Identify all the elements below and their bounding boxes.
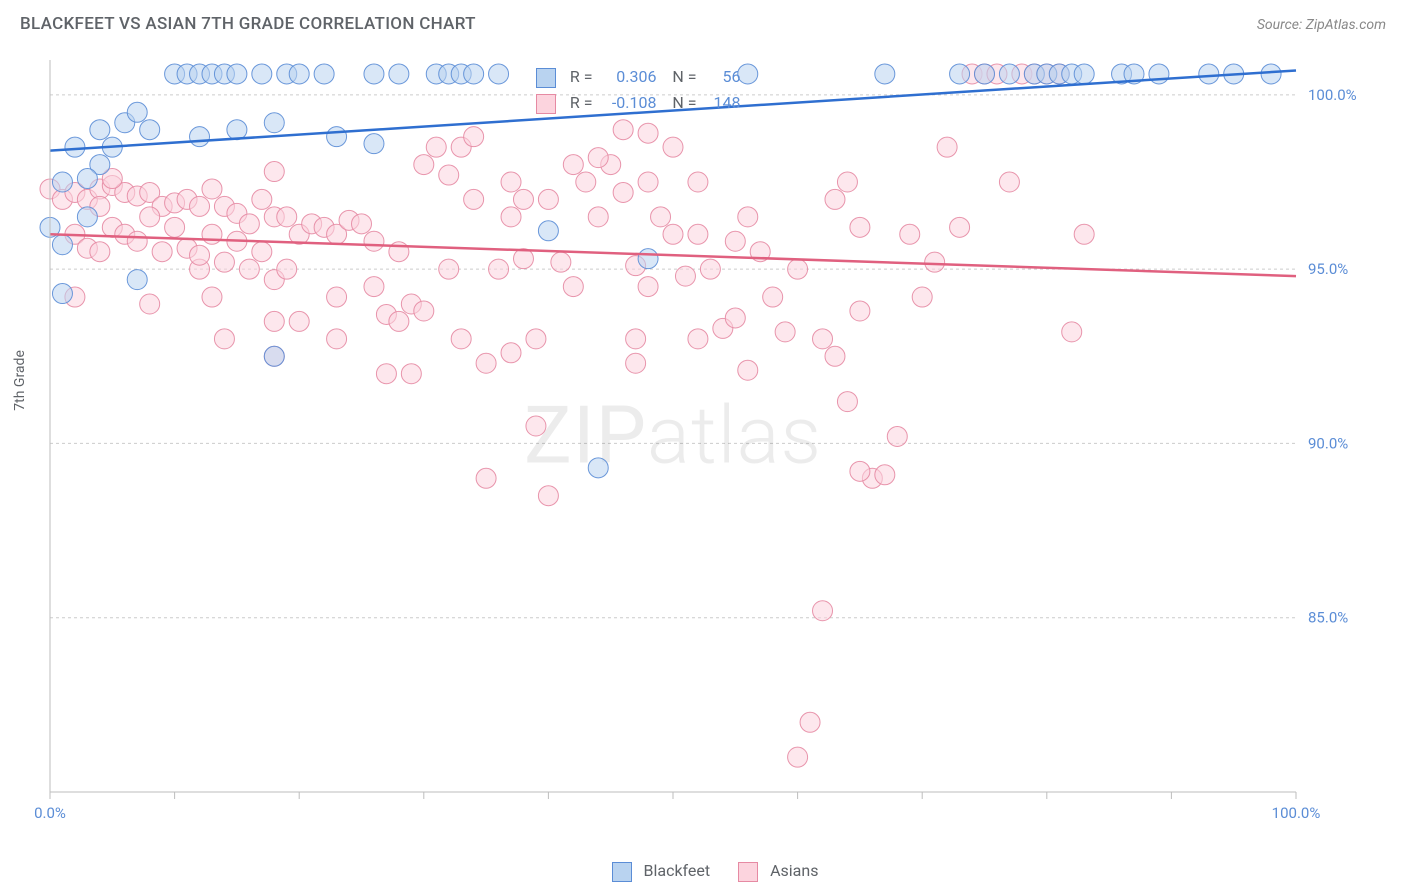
scatter-plot: 85.0% 90.0% 95.0% 100.0% ZIPatlas 0.0% 100.0% (20, 50, 1386, 832)
svg-text:100.0%: 100.0% (1272, 804, 1321, 822)
source-label: Source: ZipAtlas.com (1257, 17, 1386, 33)
svg-text:90.0%: 90.0% (1308, 434, 1348, 452)
r-label: R = (570, 93, 593, 112)
svg-text:85.0%: 85.0% (1308, 609, 1348, 627)
chart-title: BLACKFEET VS ASIAN 7TH GRADE CORRELATION… (20, 14, 476, 34)
legend: Blackfeet Asians (0, 861, 1406, 882)
r-value: 0.306 (596, 64, 656, 90)
stats-row-blackfeet: R = 0.306 N = 56 (536, 64, 741, 90)
n-value: 148 (701, 90, 741, 116)
n-label: N = (672, 67, 696, 86)
legend-label-blackfeet: Blackfeet (644, 861, 711, 880)
svg-text:100.0%: 100.0% (1308, 86, 1357, 104)
stats-row-asians: R = -0.108 N = 148 (536, 90, 741, 116)
r-label: R = (570, 67, 593, 86)
stats-box: R = 0.306 N = 56 R = -0.108 N = 148 (536, 64, 741, 116)
asians-swatch-icon (536, 94, 556, 114)
n-label: N = (672, 93, 696, 112)
blackfeet-swatch-icon (612, 862, 632, 882)
svg-text:95.0%: 95.0% (1308, 260, 1348, 278)
svg-text:0.0%: 0.0% (34, 804, 66, 822)
legend-label-asians: Asians (770, 861, 818, 880)
asians-swatch-icon (738, 862, 758, 882)
r-value: -0.108 (596, 90, 656, 116)
svg-text:ZIPatlas: ZIPatlas (524, 389, 822, 483)
blackfeet-swatch-icon (536, 68, 556, 88)
chart-area: 7th Grade 85.0%90.0%95.0%100.0%ZIPatlas0… (20, 50, 1386, 832)
n-value: 56 (701, 64, 741, 90)
